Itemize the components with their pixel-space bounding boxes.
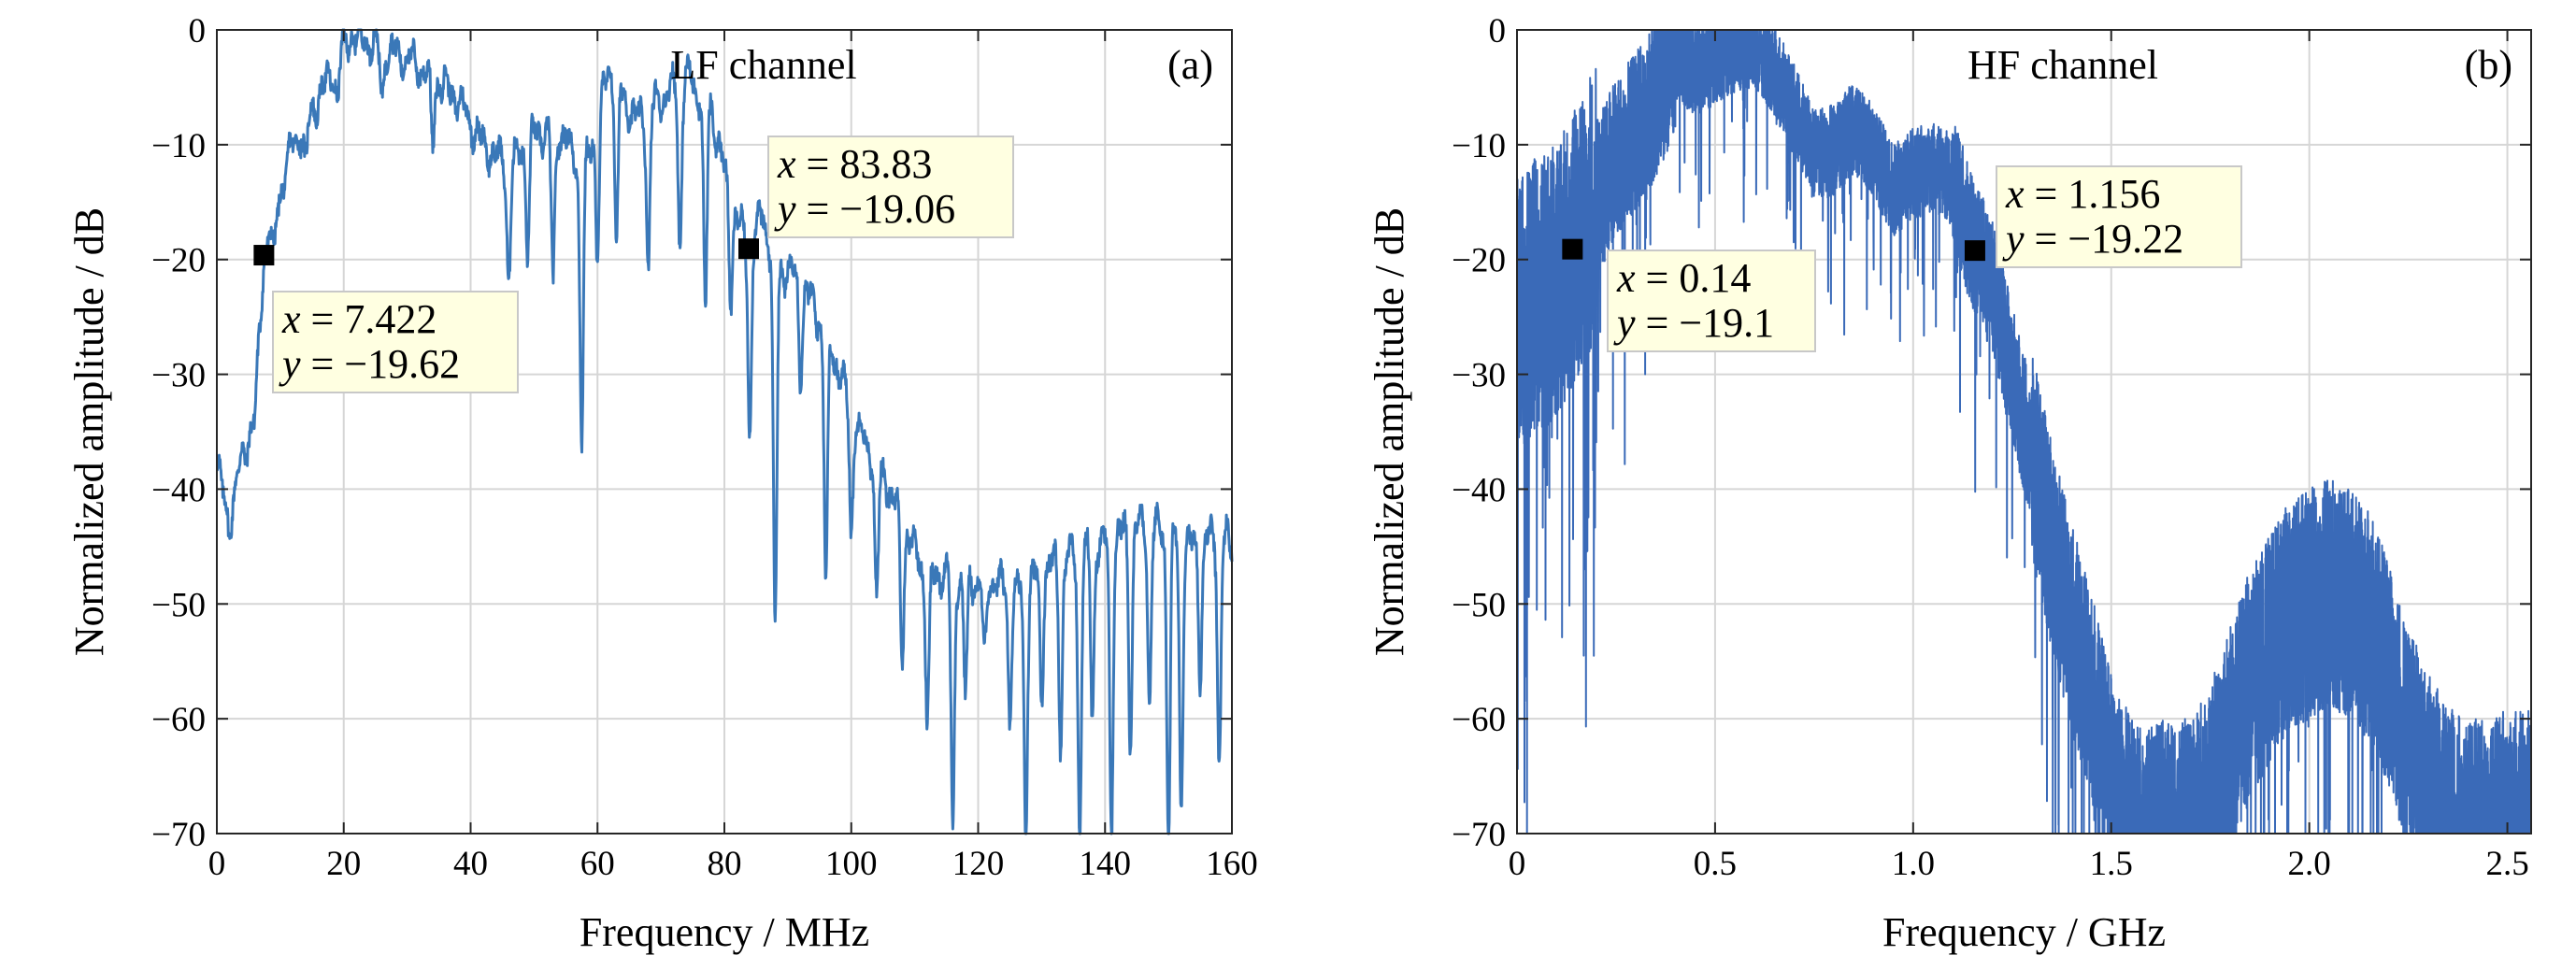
lf-xtick-label: 0 <box>208 845 226 883</box>
hf-xtick-label: 0 <box>1509 845 1526 883</box>
hf-channel-plot: 0 0.5 1.0 1.5 2.0 2.5 0−10−20−30−40−50−60−70 … <box>1367 12 2532 955</box>
hf-spectrum-line <box>1516 29 2532 834</box>
lf-ytick-label: −60 <box>151 701 206 739</box>
lf-panel-label: (a) <box>1167 42 1213 88</box>
hf-title: HF channel <box>1968 42 2158 88</box>
lf-xtick-label: 100 <box>825 845 878 883</box>
lf-ytick-label: −70 <box>151 816 206 854</box>
hf-ytick-label: −70 <box>1452 816 1506 854</box>
lf-ytick-label: 0 <box>189 12 207 50</box>
lf-xlabel: Frequency / MHz <box>580 909 869 955</box>
lf-title: LF channel <box>670 42 856 88</box>
lf-ytick-label: −30 <box>151 357 206 395</box>
lf-ytick-label: −10 <box>151 127 206 165</box>
lf-xtick-label: 40 <box>453 845 488 883</box>
lf-ytick-labels: 0 −10 −20 −30 −40 −50 −60 −70 <box>151 12 206 854</box>
lf-grid <box>217 30 1232 834</box>
lf-ytick-label: −40 <box>151 471 206 509</box>
lf-ytick-label: −50 <box>151 586 206 624</box>
hf-ytick-label: −20 <box>1452 242 1506 280</box>
hf-xtick-label: 1.5 <box>2090 845 2133 883</box>
lf-datatip-x: x = 83.83 <box>777 141 932 187</box>
lf-xtick-label: 120 <box>952 845 1005 883</box>
hf-datatip-marker <box>1562 238 1583 260</box>
hf-xtick-label: 2.5 <box>2485 845 2528 883</box>
lf-channel-plot: 0 20 40 60 80 100 120 140 160 0 −10 −20 −30 −40 −50 −6… <box>66 12 1258 955</box>
hf-xtick-label: 0.5 <box>1694 845 1737 883</box>
hf-datatip: x = 0.14y = −19.1 <box>1562 238 1816 352</box>
hf-ytick-label: −50 <box>1452 586 1506 624</box>
hf-ytick-label: −30 <box>1452 357 1506 395</box>
lf-ytick-label: −20 <box>151 242 206 280</box>
hf-ytick-label: −40 <box>1452 471 1506 509</box>
hf-ylabel: Normalized amplitude / dB <box>1367 207 1412 656</box>
lf-spectrum-line <box>215 28 1234 835</box>
hf-ytick-label: −10 <box>1452 127 1506 165</box>
lf-xtick-label: 160 <box>1206 845 1258 883</box>
lf-datatip-y: y = −19.62 <box>279 341 460 387</box>
lf-datatip: x = 83.83y = −19.06 <box>737 136 1014 260</box>
hf-xtick-labels: 0 0.5 1.0 1.5 2.0 2.5 <box>1509 845 2529 883</box>
hf-datatip-y: y = −19.1 <box>1613 300 1774 346</box>
lf-xtick-label: 140 <box>1080 845 1132 883</box>
hf-datatip-box <box>1607 250 1816 352</box>
lf-datatip-x: x = 7.422 <box>281 296 436 342</box>
hf-datatip-x: x = 1.156 <box>2005 171 2160 217</box>
lf-ylabel: Normalized amplitude / dB <box>66 207 112 656</box>
hf-datatip-box <box>1996 165 2242 268</box>
hf-datatip-marker <box>1964 240 1985 262</box>
hf-panel-label: (b) <box>2465 42 2512 88</box>
lf-datatip-marker <box>253 245 275 266</box>
hf-xtick-label: 1.0 <box>1892 845 1935 883</box>
hf-ytick-label: 0 <box>1489 12 1507 50</box>
hf-axes-frame <box>1516 29 2532 834</box>
lf-xtick-labels: 0 20 40 60 80 100 120 140 160 <box>208 845 1258 883</box>
lf-datatip-box <box>272 291 519 393</box>
hf-ticks <box>1516 29 2531 834</box>
hf-ytick-label: −60 <box>1452 701 1506 739</box>
hf-xlabel: Frequency / GHz <box>1882 909 2166 955</box>
lf-xtick-label: 20 <box>326 845 361 883</box>
lf-xtick-label: 80 <box>708 845 742 883</box>
lf-datatip-box <box>767 136 1014 238</box>
lf-datatip-marker <box>737 238 759 260</box>
hf-xtick-label: 2.0 <box>2288 845 2331 883</box>
lf-xtick-label: 60 <box>580 845 615 883</box>
hf-datatip-x: x = 0.14 <box>1616 255 1751 301</box>
hf-ytick-labels: 0 −10 −20 −30 −40 −50 −60 −70 <box>1452 12 1506 854</box>
lf-datatip-y: y = −19.06 <box>774 186 955 232</box>
lf-ticks <box>216 29 1233 834</box>
hf-datatip-y: y = −19.22 <box>2002 216 2183 262</box>
